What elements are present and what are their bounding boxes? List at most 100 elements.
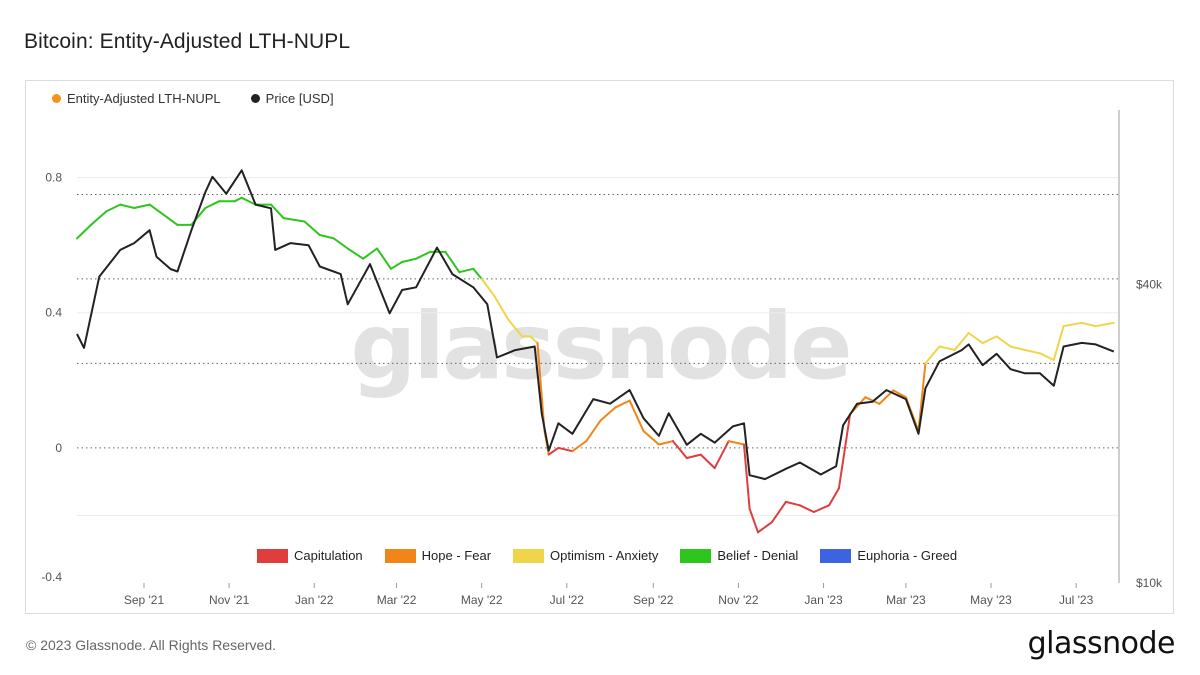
zone-item-capitulation: Capitulation xyxy=(257,548,363,563)
y-left-tick-label: 0.4 xyxy=(45,306,62,320)
legend-item-price[interactable]: Price [USD] xyxy=(250,91,334,106)
nupl-segment xyxy=(798,504,815,513)
y-left-tick-label: -0.4 xyxy=(41,570,62,584)
nupl-segment xyxy=(924,345,941,365)
nupl-segment xyxy=(837,413,852,490)
x-tick-label: Nov '22 xyxy=(718,593,759,607)
nupl-segment xyxy=(1094,321,1115,328)
nupl-segment xyxy=(628,399,645,432)
nupl-segment xyxy=(953,332,970,351)
zone-legend: Capitulation Hope - Fear Optimism - Anxi… xyxy=(257,548,957,563)
nupl-segment xyxy=(770,500,787,524)
nupl-segment xyxy=(671,440,688,459)
zone-item-euphoria-greed: Euphoria - Greed xyxy=(820,548,957,563)
nupl-segment xyxy=(240,196,257,206)
nupl-segment xyxy=(657,440,674,446)
legend-item-nupl[interactable]: Entity-Adjusted LTH-NUPL xyxy=(52,91,221,106)
nupl-segment xyxy=(162,213,179,226)
nupl-segment xyxy=(981,335,998,345)
nupl-segment xyxy=(599,406,617,422)
nupl-segment xyxy=(493,294,510,321)
nupl-segment xyxy=(748,507,759,534)
y-left-tick-label: 0.8 xyxy=(45,171,62,185)
nupl-segment xyxy=(536,342,546,432)
nupl-segment xyxy=(699,453,716,470)
nupl-segment xyxy=(1062,321,1083,328)
nupl-segment xyxy=(642,430,660,446)
y-right-tick-label: $40k xyxy=(1136,278,1163,292)
nupl-segment xyxy=(1052,325,1065,361)
nupl-segment xyxy=(376,247,392,270)
page-title: Bitcoin: Entity-Adjusted LTH-NUPL xyxy=(24,30,351,53)
legend-dot-icon xyxy=(250,94,260,103)
nupl-segment xyxy=(547,446,560,456)
zone-swatch xyxy=(680,548,712,563)
nupl-segment xyxy=(727,440,745,446)
legend-label: Price [USD] xyxy=(265,91,334,106)
x-tick-label: Sep '22 xyxy=(633,593,674,607)
x-tick-label: Jan '23 xyxy=(804,593,843,607)
zone-item-optimism-anxiety: Optimism - Anxiety xyxy=(513,548,658,563)
legend-dot-icon xyxy=(52,94,61,103)
nupl-segment xyxy=(90,210,108,226)
legend-label: Entity-Adjusted LTH-NUPL xyxy=(67,91,221,106)
nupl-segment xyxy=(507,318,524,338)
nupl-segment xyxy=(458,267,475,274)
x-tick-label: Jan '22 xyxy=(295,593,334,607)
x-tick-label: Sep '21 xyxy=(124,593,165,607)
watermark: glassnode xyxy=(351,293,850,400)
nupl-segment xyxy=(303,220,321,236)
price-line xyxy=(76,169,1115,481)
legend: Entity-Adjusted LTH-NUPL Price [USD] xyxy=(52,91,334,106)
zone-swatch xyxy=(513,548,545,563)
zone-label: Capitulation xyxy=(294,548,363,563)
y-right-tick-label: $10k xyxy=(1136,576,1163,590)
y-left-tick-label: 0 xyxy=(55,441,62,455)
nupl-segment xyxy=(318,234,335,240)
nupl-segment xyxy=(1080,321,1097,328)
nupl-segment xyxy=(282,217,306,223)
series-lines xyxy=(76,169,1115,534)
x-tick-label: May '23 xyxy=(970,593,1012,607)
x-tick-label: Mar '22 xyxy=(377,593,417,607)
nupl-segment xyxy=(401,257,418,263)
nupl-segment xyxy=(472,267,483,280)
x-tick-label: Jul '23 xyxy=(1059,593,1094,607)
nupl-segment xyxy=(812,504,831,513)
nupl-segment xyxy=(1009,345,1026,351)
nupl-segment xyxy=(480,277,496,297)
footer-copyright: © 2023 Glassnode. All Rights Reserved. xyxy=(26,637,277,653)
nupl-segment xyxy=(614,399,631,409)
x-tick-label: Mar '23 xyxy=(886,593,926,607)
nupl-segment xyxy=(713,440,730,470)
nupl-segment xyxy=(204,200,221,209)
nupl-segment xyxy=(444,250,461,274)
nupl-segment xyxy=(148,203,165,216)
zone-label: Hope - Fear xyxy=(421,548,492,563)
zone-swatch xyxy=(384,548,416,563)
nupl-segment xyxy=(133,203,151,209)
nupl-segment xyxy=(995,335,1012,348)
zone-label: Belief - Denial xyxy=(717,548,799,563)
footer-logo[interactable]: glassnode xyxy=(1027,626,1176,661)
zone-item-belief-denial: Belief - Denial xyxy=(680,548,798,563)
nupl-segment xyxy=(828,487,840,507)
nupl-segment xyxy=(1038,352,1055,361)
x-tick-label: Jul '22 xyxy=(550,593,585,607)
nupl-segment xyxy=(571,440,588,453)
zone-item-hope-fear: Hope - Fear xyxy=(384,548,492,563)
nupl-segment xyxy=(233,196,243,203)
nupl-segment xyxy=(1023,348,1041,355)
nupl-segment xyxy=(892,389,907,399)
nupl-segment xyxy=(529,335,539,345)
nupl-segment xyxy=(757,521,773,534)
nupl-segment xyxy=(332,237,349,250)
nupl-segment xyxy=(119,203,136,209)
x-tick-label: May '22 xyxy=(461,593,503,607)
x-tick-label: Nov '21 xyxy=(209,593,250,607)
nupl-segment xyxy=(390,261,404,270)
axes: 0.8 0.4 0 -0.4 $40k $10k Sep '21 Nov '21 Jan '22… xyxy=(41,110,1163,607)
nupl-segment xyxy=(585,419,602,443)
chart-frame xyxy=(25,80,1174,614)
zone-label: Euphoria - Greed xyxy=(857,548,958,563)
